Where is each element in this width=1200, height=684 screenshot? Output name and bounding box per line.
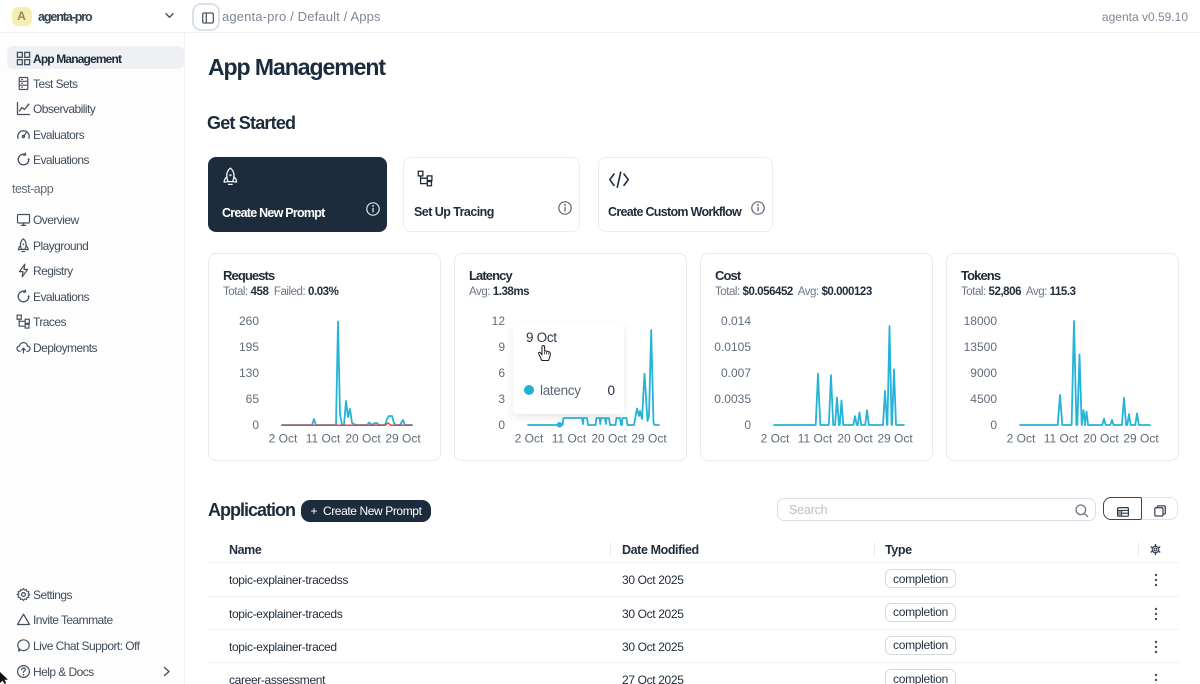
svg-text:3: 3 bbox=[498, 392, 505, 406]
svg-text:20 Oct: 20 Oct bbox=[345, 432, 381, 446]
svg-text:11 Oct: 11 Oct bbox=[798, 432, 833, 446]
svg-text:2 Oct: 2 Oct bbox=[761, 432, 790, 446]
svg-text:12: 12 bbox=[492, 314, 506, 328]
svg-text:18000: 18000 bbox=[964, 314, 998, 328]
svg-text:20 Oct: 20 Oct bbox=[837, 432, 873, 446]
svg-text:29 Oct: 29 Oct bbox=[1123, 432, 1159, 446]
svg-text:6: 6 bbox=[498, 366, 505, 380]
svg-text:2 Oct: 2 Oct bbox=[1007, 432, 1036, 446]
svg-text:11 Oct: 11 Oct bbox=[552, 432, 587, 446]
svg-text:0: 0 bbox=[744, 418, 751, 432]
svg-text:11 Oct: 11 Oct bbox=[1044, 432, 1079, 446]
svg-text:0.007: 0.007 bbox=[721, 366, 751, 380]
svg-text:2 Oct: 2 Oct bbox=[515, 432, 544, 446]
svg-text:130: 130 bbox=[239, 366, 259, 380]
svg-text:29 Oct: 29 Oct bbox=[385, 432, 421, 446]
svg-text:20 Oct: 20 Oct bbox=[1083, 432, 1119, 446]
svg-text:195: 195 bbox=[239, 340, 259, 354]
svg-text:0: 0 bbox=[498, 418, 505, 432]
svg-text:29 Oct: 29 Oct bbox=[877, 432, 913, 446]
svg-text:260: 260 bbox=[239, 314, 259, 328]
svg-text:0.014: 0.014 bbox=[721, 314, 751, 328]
svg-text:2 Oct: 2 Oct bbox=[269, 432, 298, 446]
svg-text:13500: 13500 bbox=[964, 340, 998, 354]
svg-text:20 Oct: 20 Oct bbox=[591, 432, 627, 446]
svg-text:4500: 4500 bbox=[970, 392, 997, 406]
svg-text:0: 0 bbox=[990, 418, 997, 432]
svg-text:65: 65 bbox=[246, 392, 260, 406]
svg-text:11 Oct: 11 Oct bbox=[306, 432, 341, 446]
svg-text:0.0105: 0.0105 bbox=[714, 340, 751, 354]
svg-text:9000: 9000 bbox=[970, 366, 997, 380]
svg-text:0: 0 bbox=[252, 418, 259, 432]
svg-text:9: 9 bbox=[498, 340, 505, 354]
svg-text:0.0035: 0.0035 bbox=[714, 392, 751, 406]
svg-text:29 Oct: 29 Oct bbox=[631, 432, 667, 446]
